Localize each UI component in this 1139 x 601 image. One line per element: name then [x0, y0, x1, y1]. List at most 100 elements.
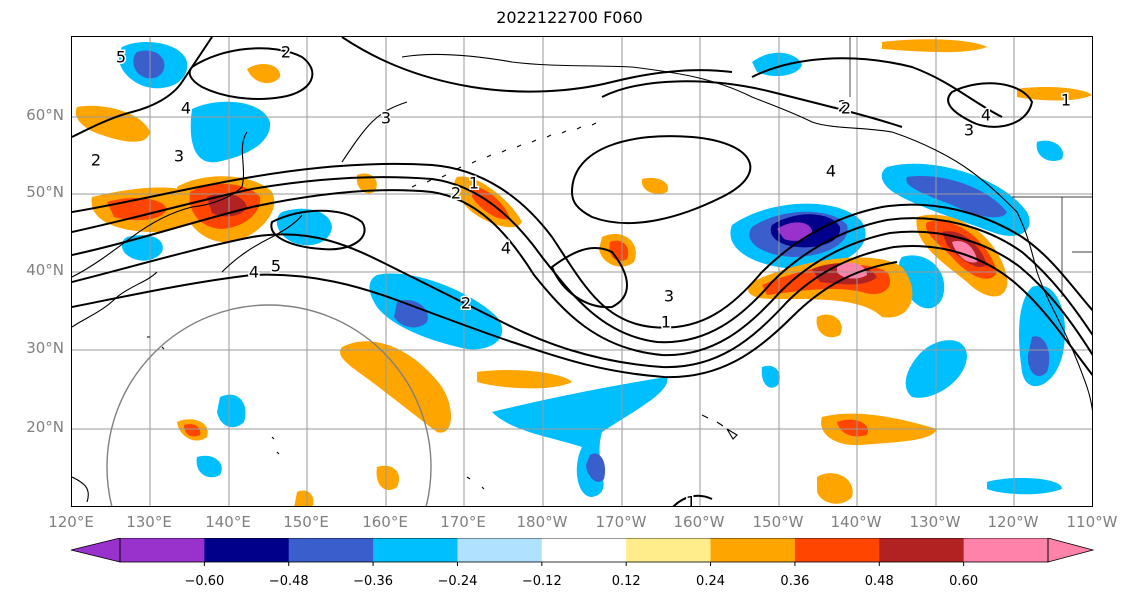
colorbar-tick-label: 0.12: [611, 574, 641, 589]
closed-contour: [188, 47, 314, 100]
state-borders: [849, 37, 1092, 297]
blob-pos: [1017, 87, 1092, 101]
height-contours: [72, 37, 1092, 506]
contour-label: 2: [461, 294, 471, 313]
colorbar-tick-label: 0.48: [864, 574, 894, 589]
latitude-label: 50°N: [26, 183, 64, 201]
colorbar-tick-label: −0.48: [268, 574, 309, 589]
contour-label: 4: [181, 99, 191, 118]
colorbar-swatch: [204, 538, 290, 562]
longitude-label: 170°E: [440, 513, 486, 531]
contour: [672, 494, 713, 506]
north-america-coastline: [1016, 211, 1092, 411]
blob-pos: [340, 341, 452, 433]
latitude-label: 20°N: [26, 418, 64, 436]
colorbar-swatch: [373, 538, 458, 562]
colorbar-tick-label: −0.36: [353, 574, 393, 589]
colorbar-extend-high: [1047, 538, 1095, 563]
longitude-label: 130°W: [909, 513, 961, 531]
longitude-label: 160°W: [673, 513, 725, 531]
kamchatka-coastline: [341, 101, 408, 163]
blob-neg: [217, 394, 246, 428]
contour-label: 4: [501, 239, 511, 258]
colorbar-swatch: [120, 538, 205, 562]
colorbar-swatch: [963, 538, 1049, 562]
japan-coastline: [221, 214, 303, 273]
alaska-coastline: [401, 53, 1018, 213]
closed-contour: [947, 82, 1034, 128]
contour-label: 1: [469, 174, 479, 193]
contour-label: 3: [174, 147, 184, 166]
colorbar-swatch: [541, 538, 627, 562]
contour-label: 4: [826, 162, 836, 181]
contour: [550, 247, 628, 309]
contour-label: 2: [841, 99, 851, 118]
colorbar-swatch: [626, 538, 712, 562]
colorbar-tick-label: −0.12: [521, 574, 562, 589]
contour-label: 5: [116, 48, 126, 67]
contour-label: 1: [661, 313, 671, 332]
shaded-fields: [75, 39, 1092, 506]
longitude-label: 160°E: [362, 513, 408, 531]
contour: [601, 80, 903, 128]
jet-contour: [72, 261, 898, 379]
colorbar-frame: [119, 538, 1049, 563]
contour: [751, 57, 1003, 118]
blob-pos-core: [837, 419, 868, 437]
aleutian-islands: [411, 122, 597, 188]
contour-label: 4: [249, 263, 259, 282]
blob-neg-core: [906, 176, 1007, 218]
colorbar-swatch: [879, 538, 965, 562]
longitude-label: 140°E: [205, 513, 251, 531]
blob-neg: [987, 477, 1062, 495]
contour-label: 2: [281, 43, 291, 62]
blob-pos: [641, 177, 668, 194]
colorbar-swatch: [710, 538, 796, 562]
range-ring: [106, 304, 432, 506]
colorbar-swatch: [457, 538, 543, 562]
contour-label: 4: [981, 106, 991, 125]
contour-label: 3: [964, 121, 974, 140]
latitude-label: 40°N: [26, 261, 64, 279]
longitude-label: 120°E: [48, 513, 94, 531]
colorbar-tick-label: −0.24: [437, 574, 478, 589]
pacific-islands: [72, 336, 485, 503]
longitude-label: 140°W: [830, 513, 882, 531]
contour-label: 3: [664, 287, 674, 306]
blob-neg-core: [133, 50, 165, 79]
longitude-label: 170°W: [595, 513, 647, 531]
contour-label: 2: [838, 97, 848, 116]
jet-contour: [72, 233, 1092, 377]
contour-label: 1: [686, 493, 696, 508]
longitude-label: 120°W: [987, 513, 1039, 531]
coastlines: [72, 37, 1092, 506]
blob-pos: [75, 105, 150, 142]
map-title: 2022122700 F060: [496, 8, 643, 27]
closed-contour: [270, 209, 366, 251]
contour-label: 2: [451, 184, 461, 203]
colorbar-tick-label: 0.36: [780, 574, 810, 589]
longitude-label: 180°W: [516, 513, 568, 531]
blob-neg: [276, 208, 332, 246]
blob-neg: [121, 235, 163, 261]
colorbar-swatch: [288, 538, 374, 562]
contour-label: 2: [91, 151, 101, 170]
blob-neg: [196, 455, 222, 478]
latitude-label: 30°N: [26, 339, 64, 357]
contour-label: 1: [1061, 91, 1071, 110]
blob-neg-core: [1027, 336, 1050, 376]
blob-pos: [817, 473, 853, 504]
blob-neg: [190, 101, 271, 163]
blob-neg: [1036, 140, 1063, 162]
contour: [341, 37, 733, 93]
contour-label: 3: [381, 109, 391, 128]
blob-neg-core: [586, 453, 606, 482]
hawaii-islands: [701, 414, 738, 440]
contour-label: 5: [271, 257, 281, 276]
closed-contour: [570, 135, 752, 225]
colorbar-swatch: [794, 538, 880, 562]
blob-neg: [761, 365, 780, 388]
contour-label: 4: [501, 239, 511, 258]
